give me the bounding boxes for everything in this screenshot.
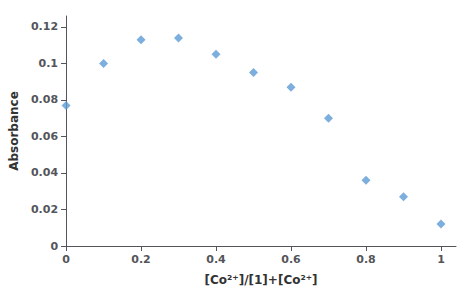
svg-text:0.06: 0.06	[31, 130, 58, 143]
svg-text:Absorbance: Absorbance	[7, 91, 21, 171]
svg-text:0.04: 0.04	[31, 166, 58, 179]
svg-text:0.2: 0.2	[131, 253, 151, 266]
svg-text:0.02: 0.02	[31, 203, 58, 216]
svg-text:0: 0	[50, 240, 58, 253]
svg-text:0.1: 0.1	[39, 57, 59, 70]
svg-text:0.08: 0.08	[31, 93, 58, 106]
svg-text:1: 1	[437, 253, 445, 266]
svg-text:0.6: 0.6	[281, 253, 301, 266]
svg-text:[Co²⁺]/[1]+[Co²⁺]: [Co²⁺]/[1]+[Co²⁺]	[205, 273, 318, 287]
svg-text:0.4: 0.4	[206, 253, 226, 266]
svg-text:0.12: 0.12	[31, 20, 58, 33]
svg-text:0: 0	[62, 253, 70, 266]
svg-text:0.8: 0.8	[356, 253, 376, 266]
